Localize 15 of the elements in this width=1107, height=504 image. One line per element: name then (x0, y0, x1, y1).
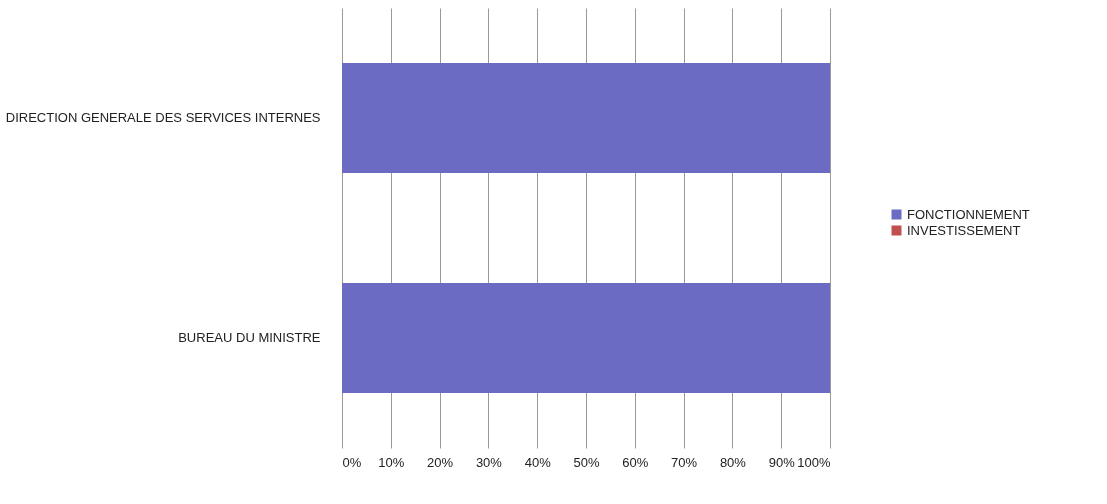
x-tick-label: 30% (475, 454, 503, 470)
x-tick-label: 50% (573, 454, 600, 470)
x-tick-label: 60% (622, 454, 649, 470)
x-tick-label: 80% (719, 454, 747, 470)
x-tick-label: 0% (342, 454, 362, 470)
y-tick-label: DIRECTION GENERALE DES SERVICES INTERNES (5, 110, 321, 125)
legend-label: INVESTISSEMENT (907, 222, 1021, 238)
x-tick-label: 10% (378, 454, 405, 470)
x-tick-label: 90% (768, 454, 796, 470)
x-tick-label: 40% (524, 454, 552, 470)
y-tick-label: BUREAU DU MINISTRE (178, 330, 321, 345)
x-tick-label: 100% (797, 454, 831, 470)
x-tick-label: 70% (671, 454, 698, 470)
x-tick-label: 20% (427, 454, 454, 470)
legend-label: FONCTIONNEMENT (907, 206, 1030, 222)
